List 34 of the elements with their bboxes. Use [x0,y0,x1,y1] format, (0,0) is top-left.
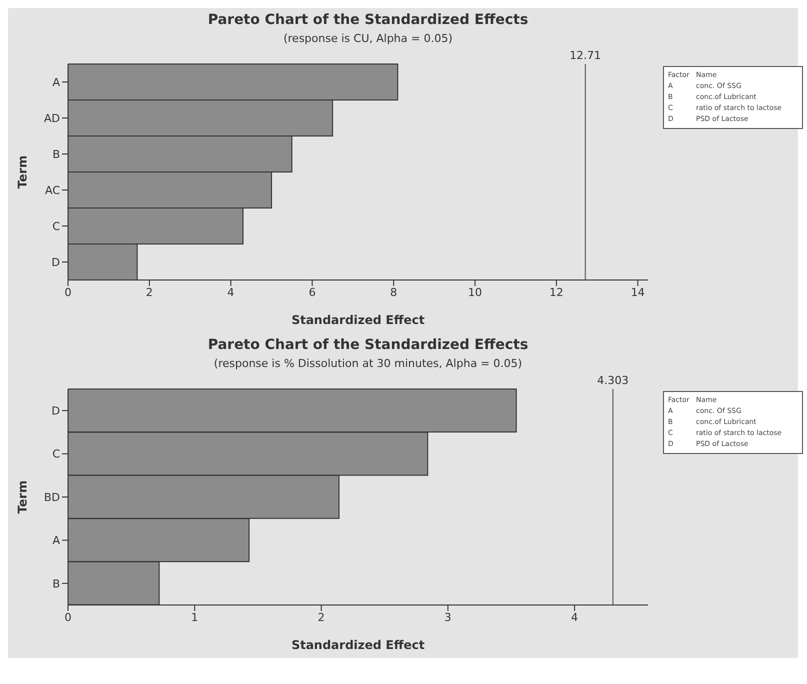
x-tick-label: 4 [227,286,234,299]
chart-title: Pareto Chart of the Standardized Effects [206,12,530,28]
y-tick-label: A [52,76,60,89]
y-tick-label: AD [44,112,60,125]
y-tick-label: C [52,448,60,461]
y-tick-label: AC [44,184,60,197]
ref-line-label: 4.303 [597,374,629,387]
y-tick-label: B [52,577,60,590]
y-tick-label: A [52,534,60,548]
x-tick-label: 2 [318,610,325,624]
x-tick-label: 3 [444,610,452,624]
y-tick-label: C [52,220,60,233]
x-axis-title: Standardized Effect [291,638,425,652]
x-tick-label: 14 [630,286,645,299]
y-tick-label: BD [44,490,60,504]
x-axis-title: Standardized Effect [291,313,425,327]
y-axis-title: Term [15,480,30,514]
x-tick-label: 10 [468,286,482,299]
x-tick-label: 2 [146,286,153,299]
x-tick-label: 0 [64,286,72,299]
chart-title: Pareto Chart of the Standardized Effects [206,337,530,353]
y-tick-label: B [52,148,60,161]
x-tick-label: 0 [64,610,72,624]
y-axis-title: Term [15,155,30,189]
x-tick-label: 1 [191,610,198,624]
chart-subtitle: (response is CU, Alpha = 0.05) [282,32,454,45]
x-tick-label: 6 [308,286,316,299]
x-tick-label: 4 [571,610,578,624]
x-tick-label: 12 [549,286,564,299]
ref-line-label: 12.71 [570,49,602,62]
y-tick-label: D [52,256,60,269]
y-tick-label: D [52,404,60,418]
x-tick-label: 8 [390,286,398,299]
chart-subtitle: (response is % Dissolution at 30 minutes, Alpha = 0.05) [212,357,524,370]
